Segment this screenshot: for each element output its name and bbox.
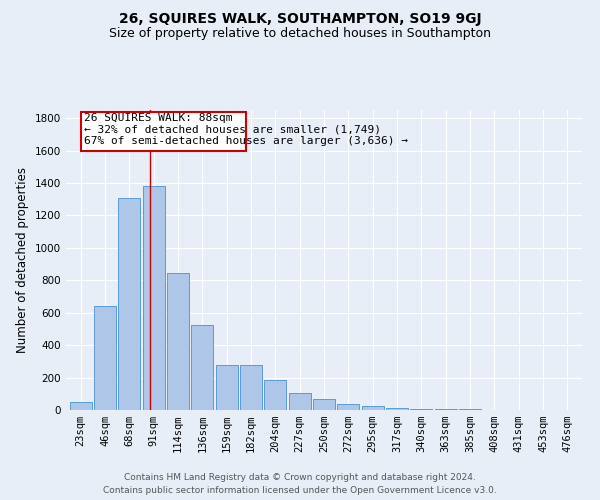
Text: Contains HM Land Registry data © Crown copyright and database right 2024.
Contai: Contains HM Land Registry data © Crown c… — [103, 473, 497, 495]
Text: Size of property relative to detached houses in Southampton: Size of property relative to detached ho… — [109, 28, 491, 40]
Bar — [240, 364, 262, 410]
Bar — [435, 409, 457, 410]
Bar — [386, 408, 408, 410]
Text: 26, SQUIRES WALK, SOUTHAMPTON, SO19 9GJ: 26, SQUIRES WALK, SOUTHAMPTON, SO19 9GJ — [119, 12, 481, 26]
Bar — [289, 393, 311, 410]
Bar — [118, 198, 140, 410]
Y-axis label: Number of detached properties: Number of detached properties — [16, 167, 29, 353]
Bar — [337, 404, 359, 410]
Bar — [167, 273, 189, 410]
FancyBboxPatch shape — [81, 112, 246, 150]
Bar — [215, 364, 238, 410]
Bar — [265, 380, 286, 410]
Bar — [191, 325, 213, 410]
Bar — [313, 400, 335, 410]
Bar — [459, 409, 481, 410]
Bar — [70, 402, 92, 410]
Text: 26 SQUIRES WALK: 88sqm
← 32% of detached houses are smaller (1,749)
67% of semi-: 26 SQUIRES WALK: 88sqm ← 32% of detached… — [85, 113, 409, 146]
Bar — [94, 306, 116, 410]
Bar — [143, 186, 164, 410]
Bar — [362, 406, 383, 410]
Bar — [410, 408, 433, 410]
